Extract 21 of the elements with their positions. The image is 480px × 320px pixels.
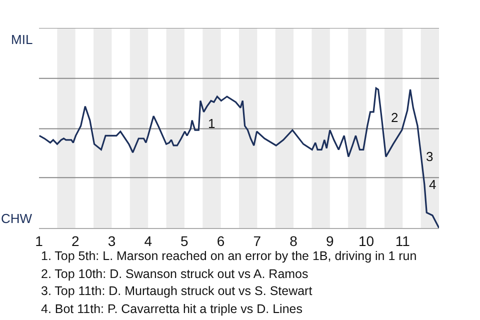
text: 4. Bot 11th: P. Cavarretta hit a triple vs D. Lines [41, 302, 302, 316]
text: 1. Top 5th: L. Marson reached on an error by the 1B, driving in 1 run [41, 249, 417, 263]
x-tick-label: 7 [253, 232, 262, 249]
annotation: 4 [429, 177, 436, 192]
text: 3. Top 11th: D. Murtaugh struck out vs S. Stewart [41, 284, 313, 298]
annotation: 2 [391, 110, 398, 125]
x-tick-label: 5 [180, 232, 189, 249]
x-tick-label: 6 [216, 232, 225, 249]
x-tick-label: 3 [108, 232, 116, 249]
annotation: 3 [426, 149, 434, 164]
x-tick-label: 10 [358, 232, 374, 249]
x-tick-label: 9 [326, 232, 334, 249]
x-tick-label: 1 [35, 232, 44, 249]
text: CHW [1, 211, 33, 226]
x-tick-label: 4 [144, 232, 152, 249]
text: 2. Top 10th: D. Swanson struck out vs A. Ramos [41, 267, 308, 281]
x-tick-label: 11 [395, 232, 410, 249]
annotation: 1 [208, 116, 216, 131]
x-tick-label: 8 [290, 232, 298, 249]
x-tick-label: 2 [71, 232, 80, 249]
text: MIL [11, 32, 33, 47]
